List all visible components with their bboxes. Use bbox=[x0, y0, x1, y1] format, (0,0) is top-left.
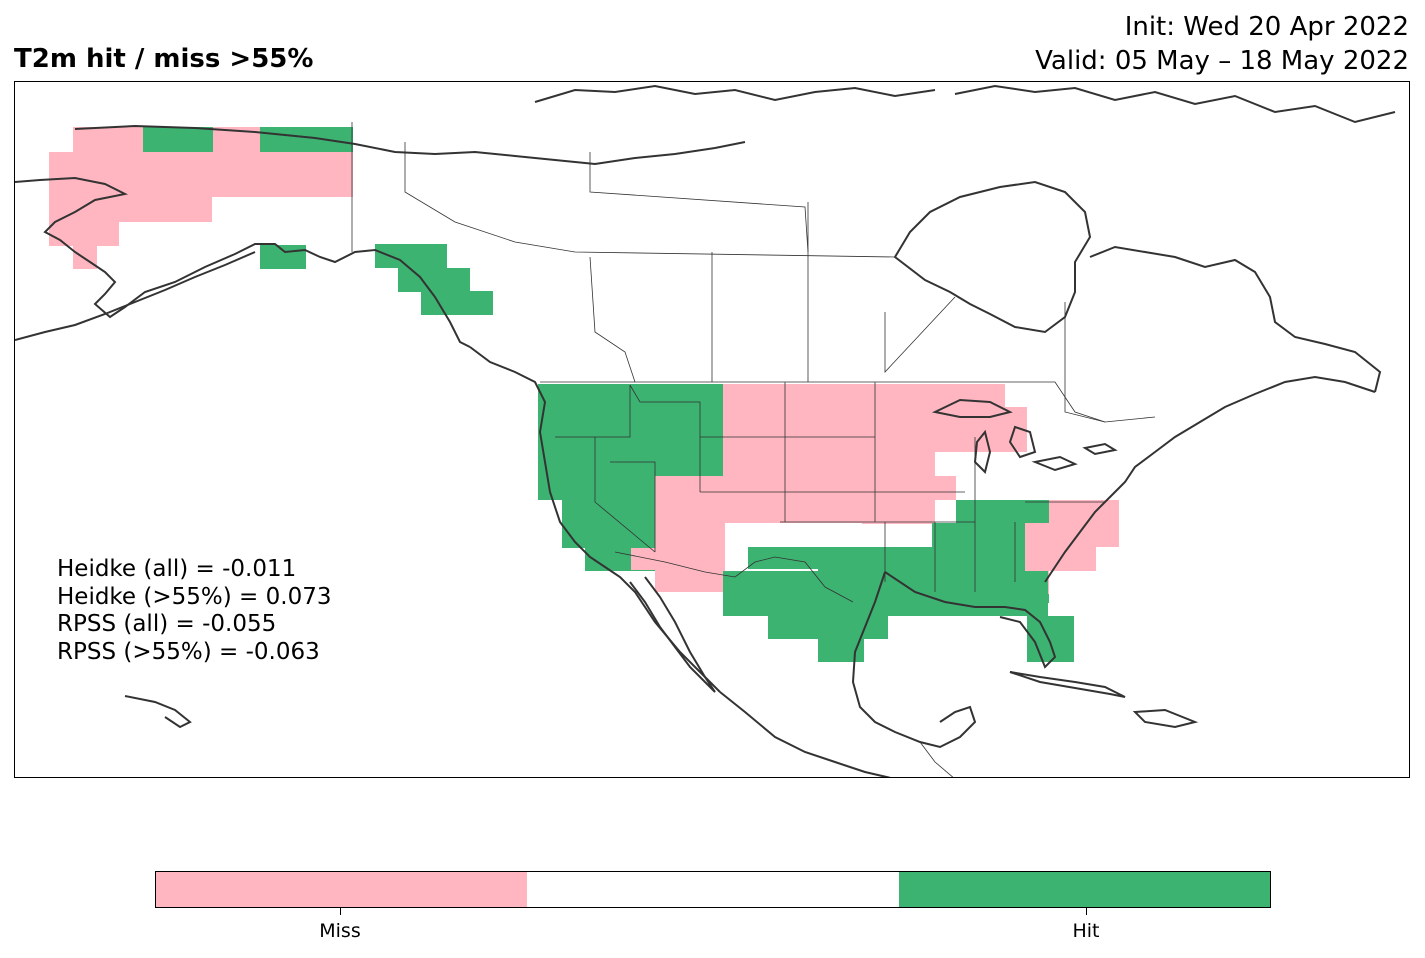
hit-cell bbox=[260, 127, 353, 152]
colorbar-tick-hit bbox=[1086, 908, 1087, 915]
arctic-islands bbox=[534, 84, 936, 103]
miss-cell bbox=[1049, 547, 1096, 571]
miss-cell bbox=[49, 152, 212, 222]
init-date: Init: Wed 20 Apr 2022 bbox=[1124, 12, 1409, 42]
colorbar-neutral-segment bbox=[527, 872, 899, 907]
forecast-cells bbox=[49, 127, 1119, 662]
baffin-coast bbox=[954, 84, 1396, 124]
miss-cell bbox=[1025, 523, 1049, 570]
north-america-map bbox=[15, 84, 1396, 777]
political-borders bbox=[351, 122, 1156, 777]
manitoba-ontario bbox=[884, 296, 956, 374]
lake-huron bbox=[1008, 425, 1037, 459]
yukon-nwt bbox=[404, 142, 896, 258]
alaska-coast bbox=[15, 176, 471, 348]
map-panel bbox=[14, 81, 1410, 778]
hit-cell bbox=[375, 244, 447, 268]
lake-superior bbox=[931, 398, 1013, 418]
forecast-dates: Init: Wed 20 Apr 2022 Valid: 05 May – 18… bbox=[1035, 10, 1409, 78]
guatemala-border bbox=[919, 741, 954, 777]
miss-cell bbox=[655, 523, 725, 592]
colorbar-label-hit: Hit bbox=[1072, 920, 1100, 942]
miss-cell bbox=[631, 548, 656, 570]
mexico-pacific bbox=[719, 691, 891, 777]
hit-cell bbox=[398, 268, 470, 292]
miss-cell bbox=[1049, 500, 1119, 547]
miss-cell bbox=[49, 219, 119, 246]
heidke-over-55: Heidke (>55%) = 0.073 bbox=[57, 583, 332, 610]
colorbar-miss-segment bbox=[156, 872, 528, 907]
arctic-coast bbox=[74, 124, 746, 166]
miss-cell bbox=[862, 500, 932, 524]
miss-cell bbox=[932, 476, 956, 500]
labrador-coast bbox=[1089, 245, 1382, 393]
miss-cell bbox=[723, 384, 1005, 452]
hit-cell bbox=[421, 291, 493, 315]
colorbar-hit-segment bbox=[898, 872, 1270, 907]
colorbar bbox=[155, 871, 1271, 908]
colorbar-label-miss: Miss bbox=[319, 920, 361, 942]
hudson-bay bbox=[893, 180, 1092, 334]
hit-cell bbox=[260, 245, 306, 269]
lake-ontario bbox=[1082, 442, 1118, 456]
lake-michigan bbox=[973, 429, 992, 474]
colorbar-tick-miss bbox=[340, 908, 341, 915]
us-state-borders bbox=[555, 382, 1105, 592]
gulf-coast-us bbox=[884, 571, 1057, 669]
hit-cell bbox=[841, 639, 864, 662]
gulf-coast-mexico bbox=[851, 571, 977, 749]
coastlines bbox=[15, 84, 1396, 777]
lake-erie bbox=[1031, 455, 1078, 472]
rpss-over-55: RPSS (>55%) = -0.063 bbox=[57, 638, 320, 665]
miss-cell bbox=[700, 476, 725, 523]
ontario-quebec bbox=[1064, 302, 1156, 423]
heidke-all: Heidke (all) = -0.011 bbox=[57, 556, 297, 582]
cuba bbox=[1009, 671, 1126, 698]
atlantic-coast bbox=[1044, 375, 1376, 583]
valid-period: Valid: 05 May – 18 May 2022 bbox=[1035, 46, 1409, 76]
skill-scores: Heidke (all) = -0.011 Heidke (>55%) = 0.… bbox=[57, 556, 331, 666]
aleutians bbox=[15, 251, 256, 341]
rpss-all: RPSS (all) = -0.055 bbox=[57, 611, 277, 637]
hit-cell bbox=[1027, 616, 1074, 662]
miss-cell bbox=[980, 384, 1002, 404]
us-mexico-border bbox=[614, 551, 854, 603]
bc-alberta bbox=[589, 256, 636, 383]
nwt-border bbox=[589, 152, 809, 253]
hispaniola bbox=[1132, 708, 1199, 729]
hit-cell bbox=[818, 547, 932, 571]
map-title: T2m hit / miss >55% bbox=[14, 44, 314, 74]
hawaii bbox=[124, 695, 192, 729]
hit-cell bbox=[143, 127, 213, 152]
hit-cell bbox=[723, 571, 1048, 616]
baja bbox=[629, 576, 716, 693]
